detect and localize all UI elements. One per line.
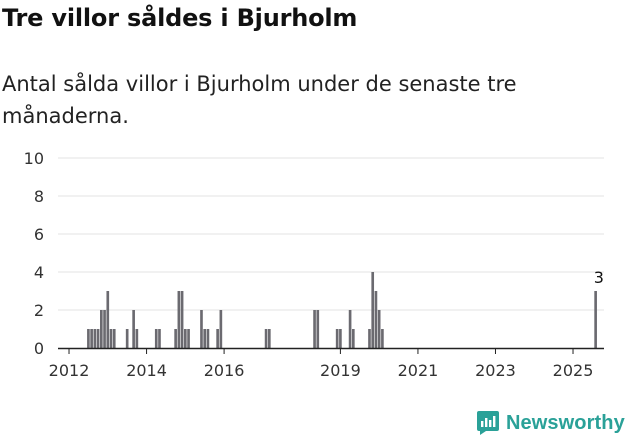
- bar: [90, 329, 93, 348]
- bar: [352, 329, 355, 348]
- y-tick-label: 2: [34, 301, 44, 320]
- x-tick-label: 2023: [475, 361, 516, 380]
- bar: [135, 329, 139, 348]
- bar: [216, 329, 219, 348]
- bar: [203, 329, 207, 348]
- bar: [264, 329, 268, 348]
- bar: [206, 329, 210, 348]
- bar: [268, 329, 271, 348]
- bar: [154, 329, 158, 348]
- bar-chart: 0 2 4 6 8 10 2012 2014 2016 2019 2021 2023 2025 3: [24, 149, 604, 380]
- x-tick-label: 2016: [204, 361, 245, 380]
- y-tick-label: 10: [24, 149, 44, 168]
- bar: [184, 329, 187, 348]
- bar: [112, 329, 116, 348]
- bar: [200, 310, 203, 348]
- x-tick-label: 2025: [553, 361, 594, 380]
- bar: [187, 329, 190, 348]
- bar: [103, 310, 106, 348]
- bar: [106, 291, 110, 348]
- bar: [339, 329, 342, 348]
- bar: [100, 310, 103, 348]
- bar: [381, 329, 384, 348]
- bar: [374, 291, 378, 348]
- bar: [335, 329, 339, 348]
- page-title: Tre villor såldes i Bjurholm: [2, 4, 358, 32]
- y-tick-label: 8: [34, 187, 44, 206]
- bar: [348, 310, 352, 348]
- newsworthy-logo-text: Newsworthy: [506, 411, 625, 434]
- bar: [219, 310, 223, 348]
- bar: [125, 329, 129, 348]
- bar: [158, 329, 161, 348]
- bar: [109, 329, 113, 348]
- bar: [180, 291, 184, 348]
- data-label: 3: [594, 268, 604, 287]
- x-tick-label: 2012: [49, 361, 90, 380]
- chart-subtitle: Antal sålda villor i Bjurholm under de s…: [2, 72, 517, 128]
- bar: [96, 329, 100, 348]
- bar: [177, 291, 181, 348]
- bar: [377, 310, 381, 348]
- newsworthy-logo-icon: [477, 411, 499, 435]
- bar: [174, 329, 177, 348]
- bar: [368, 329, 371, 348]
- bar: [93, 329, 97, 348]
- bar: [316, 310, 320, 348]
- bar: [313, 310, 316, 348]
- y-tick-label: 4: [34, 263, 44, 282]
- x-tick-label: 2021: [398, 361, 439, 380]
- bar: [132, 310, 135, 348]
- newsworthy-logo: Newsworthy: [476, 408, 625, 438]
- x-tick-label: 2014: [126, 361, 167, 380]
- bar: [371, 272, 375, 348]
- y-tick-label: 6: [34, 225, 44, 244]
- bar: [594, 291, 597, 348]
- x-tick-label: 2019: [320, 361, 361, 380]
- bar: [87, 329, 90, 348]
- y-tick-label: 0: [34, 339, 44, 358]
